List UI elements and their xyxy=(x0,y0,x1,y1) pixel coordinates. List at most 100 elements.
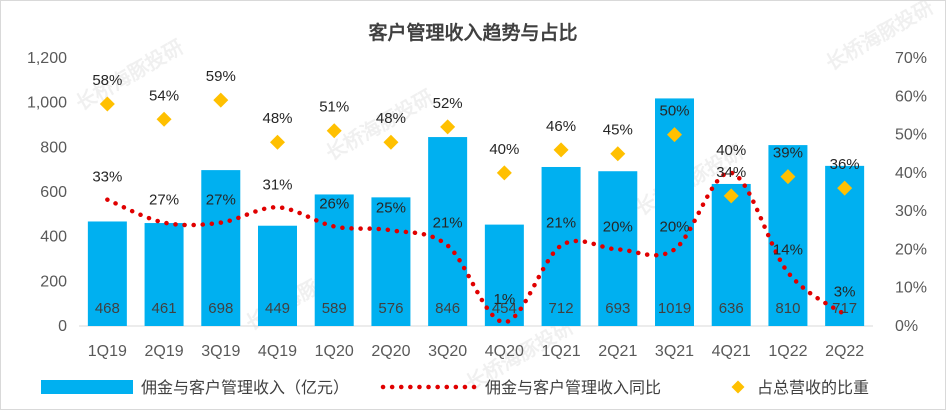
share-diamond xyxy=(780,169,796,185)
bar xyxy=(428,137,468,326)
y-right-tick-label: 70% xyxy=(895,50,927,67)
yoy-value-label: 27% xyxy=(149,192,179,209)
y-right-tick-label: 60% xyxy=(895,88,927,105)
legend: 佣金与客户管理收入（亿元） 佣金与客户管理收入同比 占总营收的比重 xyxy=(41,378,869,397)
y-left-tick-label: 1,200 xyxy=(27,50,67,67)
x-tick-label: 2Q19 xyxy=(145,343,184,360)
share-diamond xyxy=(270,134,285,150)
bar-value-label: 810 xyxy=(775,300,800,317)
x-tick-label: 2Q22 xyxy=(825,343,864,360)
line-series xyxy=(105,170,847,325)
x-tick-label: 2Q21 xyxy=(598,343,637,360)
share-diamond xyxy=(553,142,569,158)
bar-value-label: 693 xyxy=(605,300,630,317)
share-series xyxy=(99,92,853,204)
share-diamond xyxy=(496,165,512,181)
legend-diamond-swatch xyxy=(731,380,745,394)
bar xyxy=(371,197,411,326)
bar xyxy=(598,171,638,326)
yoy-value-label: 26% xyxy=(319,195,349,212)
share-diamond xyxy=(610,146,626,162)
x-tick-label: 3Q20 xyxy=(428,343,467,360)
share-diamond xyxy=(156,111,172,127)
bar xyxy=(144,223,184,326)
yoy-value-label: 21% xyxy=(546,215,576,232)
yoy-value-label: 20% xyxy=(659,218,689,235)
chart-title: 客户管理收入趋势与占比 xyxy=(368,21,577,44)
y-right-tick-label: 40% xyxy=(895,165,927,182)
share-value-label: 45% xyxy=(603,122,633,139)
y-left-tick-label: 600 xyxy=(40,184,67,201)
yoy-value-label: 25% xyxy=(376,199,406,216)
x-tick-label: 2Q20 xyxy=(371,343,410,360)
share-value-label: 48% xyxy=(262,110,292,127)
bar-value-label: 717 xyxy=(832,300,857,317)
y-right-tick-label: 50% xyxy=(895,127,927,144)
legend-line-label: 佣金与客户管理收入同比 xyxy=(485,378,661,397)
bar-value-label: 698 xyxy=(208,300,233,317)
bar-value-label: 461 xyxy=(152,300,177,317)
bar-value-label: 589 xyxy=(322,300,347,317)
y-right-tick-label: 30% xyxy=(895,203,927,220)
share-value-label: 36% xyxy=(830,156,860,173)
bar-value-label: 846 xyxy=(435,300,460,317)
yoy-value-label: 31% xyxy=(262,176,292,193)
axes: 0 200 400 600 800 1,000 1,200 0% 10% 20% 30% 40% 50%… xyxy=(27,50,927,360)
share-value-label: 46% xyxy=(546,118,576,135)
y-right-tick-label: 10% xyxy=(895,280,927,297)
x-tick-label: 1Q20 xyxy=(315,343,354,360)
share-value-label: 39% xyxy=(773,145,803,162)
bar-value-label: 1019 xyxy=(658,300,691,317)
x-tick-label: 3Q19 xyxy=(201,343,240,360)
share-value-label: 58% xyxy=(92,72,122,89)
bar-value-label: 712 xyxy=(549,300,574,317)
x-tick-label: 3Q21 xyxy=(655,343,694,360)
bar-value-label: 576 xyxy=(378,300,403,317)
bar-value-label: 468 xyxy=(95,300,120,317)
bar xyxy=(87,221,127,326)
share-diamond xyxy=(213,92,229,108)
bar xyxy=(484,224,524,326)
x-tick-label: 4Q20 xyxy=(485,343,524,360)
y-left-tick-label: 800 xyxy=(40,139,67,156)
legend-bar-swatch xyxy=(41,380,133,394)
share-value-label: 40% xyxy=(489,141,519,158)
yoy-value-label: 1% xyxy=(494,291,516,308)
x-tick-label: 4Q19 xyxy=(258,343,297,360)
yoy-value-label: 27% xyxy=(206,192,236,209)
share-diamond xyxy=(383,134,399,150)
share-value-label: 48% xyxy=(376,110,406,127)
y-left-tick-label: 400 xyxy=(40,229,67,246)
y-left-tick-label: 200 xyxy=(40,273,67,290)
yoy-value-label: 33% xyxy=(92,169,122,186)
bar-value-label: 449 xyxy=(265,300,290,317)
y-right-tick-label: 20% xyxy=(895,241,927,258)
share-value-label: 50% xyxy=(659,103,689,120)
bar-value-label: 636 xyxy=(719,300,744,317)
bar xyxy=(201,170,241,326)
bar-value-label: 454 xyxy=(492,300,517,317)
yoy-value-label: 3% xyxy=(834,284,856,301)
share-value-label: 34% xyxy=(716,164,746,181)
x-tick-label: 1Q22 xyxy=(768,343,807,360)
legend-share-label: 占总营收的比重 xyxy=(757,378,869,397)
share-diamond xyxy=(99,96,115,112)
legend-bar-label: 佣金与客户管理收入（亿元） xyxy=(141,378,349,397)
x-tick-label: 1Q19 xyxy=(88,343,127,360)
share-diamond xyxy=(667,127,682,143)
share-value-label: 54% xyxy=(149,87,179,104)
yoy-value-label: 21% xyxy=(433,215,463,232)
yoy-line xyxy=(105,170,847,325)
x-tick-label: 1Q21 xyxy=(542,343,581,360)
share-diamond xyxy=(326,123,342,139)
y-left-tick-label: 1,000 xyxy=(27,95,67,112)
data-labels: 468 461 698 449 589 576 846 454 712 693 1019 636 810… xyxy=(92,68,859,317)
share-diamond xyxy=(837,180,853,196)
share-value-label: 51% xyxy=(319,99,349,116)
yoy-value-label: 14% xyxy=(773,241,803,258)
share-value-label: 52% xyxy=(433,95,463,112)
yoy-value-label: 40% xyxy=(716,142,746,159)
share-diamond xyxy=(440,119,456,135)
